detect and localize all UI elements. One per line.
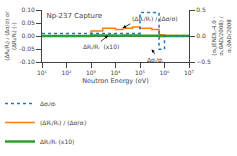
svg-text:10²: 10² — [61, 69, 72, 76]
svg-text:ΔRᵢ/Rᵢ (x10): ΔRᵢ/Rᵢ (x10) — [40, 138, 74, 145]
svg-text:10⁵: 10⁵ — [135, 69, 146, 76]
svg-text:Np-237 Capture: Np-237 Capture — [46, 12, 102, 20]
svg-text:(σᵢ,JENDL-4.0 -σᵢ,0AD/2008) /σ: (σᵢ,JENDL-4.0 -σᵢ,0AD/2008) /σᵢ,0AD/2008 — [211, 16, 231, 55]
svg-text:0.0: 0.0 — [196, 32, 206, 39]
svg-text:0.10: 0.10 — [21, 6, 35, 13]
svg-text:-0.10: -0.10 — [19, 58, 35, 65]
svg-text:10⁴: 10⁴ — [110, 69, 121, 76]
svg-text:0.5: 0.5 — [196, 6, 206, 13]
svg-text:(ΔRᵢ/Rᵢ) / (Δσ/σᵢ): (ΔRᵢ/Rᵢ) / (Δσ/σᵢ) — [40, 119, 87, 126]
svg-text:(ΔRᵢ/Rᵢ) / (Δσ/σ) or(ΔRᵢ/Rᵢ) (: (ΔRᵢ/Rᵢ) / (Δσ/σ) or(ΔRᵢ/Rᵢ) (-) — [4, 11, 17, 61]
svg-text:-0.05: -0.05 — [19, 45, 35, 52]
svg-text:Neutron Energy (eV): Neutron Energy (eV) — [82, 77, 149, 85]
svg-text:−0.5: −0.5 — [196, 58, 211, 65]
svg-text:10⁷: 10⁷ — [184, 69, 195, 76]
svg-text:10³: 10³ — [86, 69, 97, 76]
svg-text:(ΔRᵢ/Rᵢ) / (Δσ/σ): (ΔRᵢ/Rᵢ) / (Δσ/σ) — [132, 15, 178, 22]
svg-text:ΔRᵢ/Rᵢ (x10): ΔRᵢ/Rᵢ (x10) — [83, 43, 119, 50]
svg-text:10¹: 10¹ — [37, 69, 48, 76]
svg-text:0.05: 0.05 — [21, 19, 35, 26]
svg-text:0.00: 0.00 — [21, 32, 35, 39]
svg-text:Δσᵢ/σᵢ: Δσᵢ/σᵢ — [147, 56, 163, 63]
svg-text:10⁶: 10⁶ — [159, 69, 170, 76]
svg-text:Δσᵢ/σᵢ: Δσᵢ/σᵢ — [40, 100, 56, 107]
